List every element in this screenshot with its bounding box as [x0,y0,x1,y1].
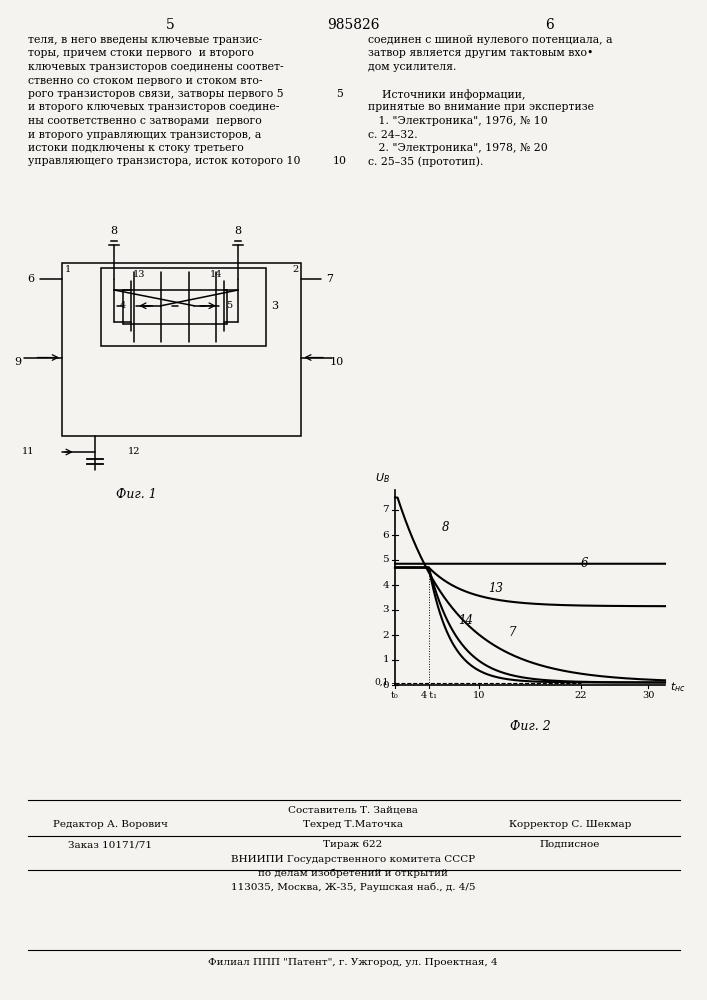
Text: 4: 4 [382,580,389,589]
Text: 2: 2 [382,631,389,640]
Text: Фиг. 2: Фиг. 2 [510,720,550,733]
Text: 6: 6 [382,530,389,540]
Text: с. 24–32.: с. 24–32. [368,129,418,139]
Text: 11: 11 [22,448,35,456]
Text: Тираж 622: Тираж 622 [323,840,382,849]
Text: принятые во внимание при экспертизе: принятые во внимание при экспертизе [368,103,594,112]
Text: управляющего транзистора, исток которого 10: управляющего транзистора, исток которого… [28,156,300,166]
Text: 6: 6 [580,557,588,570]
Text: ключевых транзисторов соединены соответ-: ключевых транзисторов соединены соответ- [28,62,284,72]
Text: ны соответственно с затворами  первого: ны соответственно с затворами первого [28,116,262,126]
Text: 1. "Электроника", 1976, № 10: 1. "Электроника", 1976, № 10 [368,116,548,126]
Text: 8: 8 [441,521,449,534]
Text: 10: 10 [330,357,344,367]
Text: с. 25–35 (прототип).: с. 25–35 (прототип). [368,156,484,167]
Text: 4: 4 [119,301,126,310]
Text: 5: 5 [165,18,175,32]
Text: Техред Т.Маточка: Техред Т.Маточка [303,820,403,829]
Text: 4 t₁: 4 t₁ [421,691,437,700]
Text: 0: 0 [382,680,389,690]
Text: 1: 1 [382,656,389,664]
Text: 5: 5 [226,301,233,310]
Text: 3: 3 [271,301,278,311]
Text: 14: 14 [458,613,473,626]
Text: 13: 13 [133,270,145,279]
Text: торы, причем стоки первого  и второго: торы, причем стоки первого и второго [28,48,254,58]
Text: 7: 7 [326,274,333,284]
Text: Подписное: Подписное [540,840,600,849]
Text: Заказ 10171/71: Заказ 10171/71 [68,840,152,849]
Text: Редактор А. Ворович: Редактор А. Ворович [52,820,168,829]
Text: 2: 2 [293,265,299,274]
Text: Источники информации,: Источники информации, [368,89,525,100]
Text: 0,1: 0,1 [375,678,389,687]
Text: Корректор С. Шекмар: Корректор С. Шекмар [509,820,631,829]
Text: 10: 10 [333,156,347,166]
Text: Фиг. 1: Фиг. 1 [116,488,157,501]
Text: 113035, Москва, Ж-35, Раушская наб., д. 4/5: 113035, Москва, Ж-35, Раушская наб., д. … [230,883,475,892]
Text: дом усилителя.: дом усилителя. [368,62,457,72]
Text: 3: 3 [382,605,389,614]
Text: 6: 6 [28,274,35,284]
Text: 13: 13 [488,582,503,595]
Text: 6: 6 [546,18,554,32]
Text: 7: 7 [509,626,516,639]
Text: теля, в него введены ключевые транзис-: теля, в него введены ключевые транзис- [28,35,262,45]
Text: 14: 14 [210,270,222,279]
Text: и второго управляющих транзисторов, а: и второго управляющих транзисторов, а [28,129,262,139]
Text: 30: 30 [642,691,654,700]
Text: ВНИИПИ Государственного комитета СССР: ВНИИПИ Государственного комитета СССР [231,855,475,864]
Text: $U_B$: $U_B$ [375,471,390,485]
Text: 7: 7 [382,506,389,514]
Text: и второго ключевых транзисторов соедине-: и второго ключевых транзисторов соедине- [28,103,279,112]
Text: ственно со стоком первого и стоком вто-: ственно со стоком первого и стоком вто- [28,76,262,86]
Text: 1: 1 [64,265,71,274]
Text: 8: 8 [235,226,242,236]
Text: 12: 12 [128,448,141,456]
Text: рого транзисторов связи, затворы первого 5: рого транзисторов связи, затворы первого… [28,89,284,99]
Text: 2. "Электроника", 1978, № 20: 2. "Электроника", 1978, № 20 [368,143,548,153]
Text: 5: 5 [382,556,389,564]
Text: соединен с шиной нулевого потенциала, а: соединен с шиной нулевого потенциала, а [368,35,612,45]
Text: по делам изобретений и открытий: по делам изобретений и открытий [258,869,448,879]
Text: истоки подключены к стоку третьего: истоки подключены к стоку третьего [28,143,244,153]
Text: Составитель Т. Зайцева: Составитель Т. Зайцева [288,805,418,814]
Text: Филиал ППП "Патент", г. Ужгород, ул. Проектная, 4: Филиал ППП "Патент", г. Ужгород, ул. Про… [208,958,498,967]
Text: затвор является другим тактовым вхо•: затвор является другим тактовым вхо• [368,48,593,58]
Text: 22: 22 [574,691,587,700]
Text: 9: 9 [14,357,21,367]
Text: t₀: t₀ [391,691,399,700]
Text: 10: 10 [473,691,486,700]
Text: 5: 5 [337,89,344,99]
Text: 8: 8 [111,226,118,236]
Text: $t_{нс}$: $t_{нс}$ [670,680,686,694]
Text: 985826: 985826 [327,18,379,32]
